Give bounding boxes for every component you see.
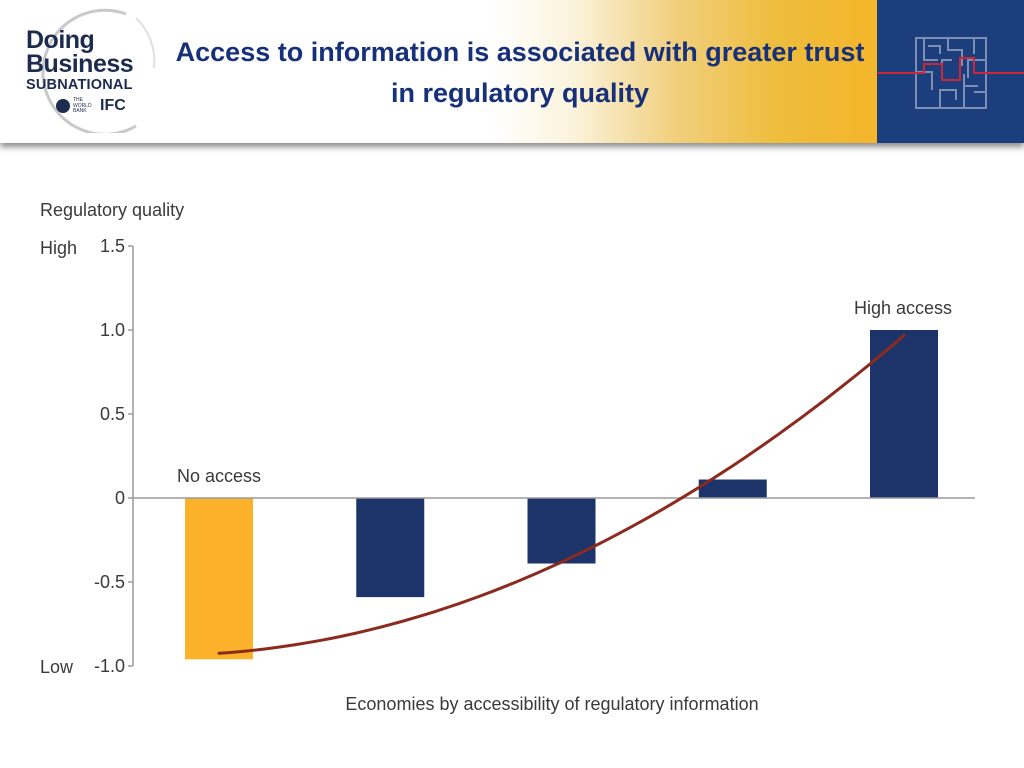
bar	[356, 498, 425, 598]
y-tick-label: 0.5	[100, 404, 125, 424]
y-high-label: High	[40, 238, 77, 258]
annotation-high-access: High access	[854, 298, 952, 318]
y-low-label: Low	[40, 657, 74, 677]
logo-line3: SUBNATIONAL	[26, 77, 133, 93]
bar	[185, 498, 253, 660]
annotation-no-access: No access	[177, 466, 261, 486]
bar	[527, 498, 596, 564]
maze-icon	[878, 37, 1024, 109]
world-bank-text: THE WORLD BANK	[73, 97, 92, 114]
y-tick-label: 0	[115, 488, 125, 508]
y-tick-label: -1.0	[94, 656, 125, 676]
chart: Regulatory quality High Low Economies by…	[40, 200, 975, 714]
trend-line	[217, 334, 906, 655]
logo-swoosh	[41, 8, 156, 133]
doing-business-logo[interactable]: Doing Business SUBNATIONAL THE WORLD BAN…	[18, 8, 168, 133]
page-title: Access to information is associated with…	[175, 37, 865, 108]
maze-panel	[877, 0, 1024, 143]
x-axis-label: Economies by accessibility of regulatory…	[345, 694, 758, 714]
logo-line1: Doing	[26, 26, 95, 54]
globe-icon	[56, 99, 70, 114]
logo-line2: Business	[26, 50, 134, 78]
bar	[870, 330, 938, 498]
header-band: Doing Business SUBNATIONAL THE WORLD BAN…	[0, 0, 1024, 143]
bar	[698, 479, 767, 498]
y-tick-label: -0.5	[94, 572, 125, 592]
world-bank-mark: THE WORLD BANK	[56, 97, 92, 115]
y-tick-label: 1.0	[100, 320, 125, 340]
plot-area: 1.5 1.0 0.5 0 -0.5 -1.0	[94, 236, 975, 676]
y-tick-label: 1.5	[100, 236, 125, 256]
ifc-mark: IFC	[100, 97, 126, 114]
y-axis-label: Regulatory quality	[40, 200, 184, 220]
